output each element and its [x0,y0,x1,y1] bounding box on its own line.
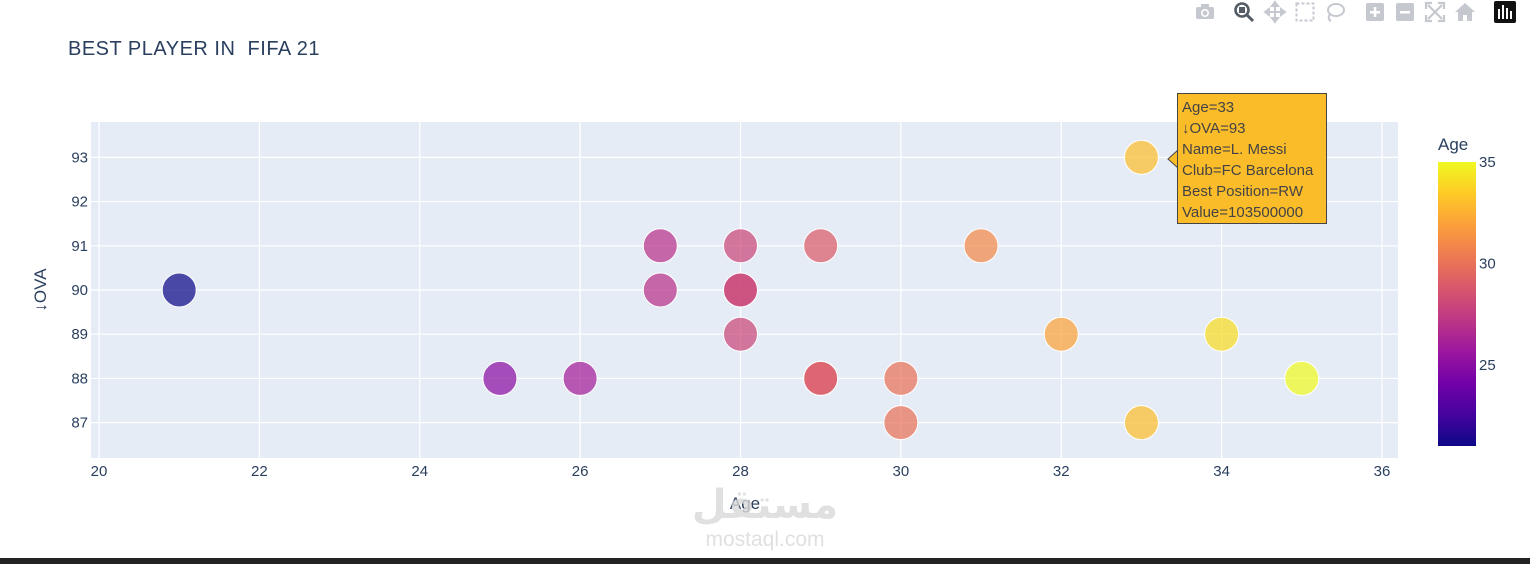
data-point[interactable] [963,228,999,264]
data-point[interactable] [883,405,919,441]
data-point[interactable] [1204,316,1240,352]
y-tick-label: 87 [71,415,88,432]
colorbar-tick-label: 30 [1479,255,1496,272]
data-point[interactable] [642,228,678,264]
data-point[interactable] [722,272,758,308]
zoom-in-icon[interactable] [1363,0,1387,24]
plotly-logo-icon[interactable] [1493,0,1517,24]
data-point[interactable] [161,272,197,308]
hover-line: Name=L. Messi [1182,141,1287,158]
y-tick-label: 88 [71,370,88,387]
colorbar-tick-label: 35 [1479,154,1496,171]
pan-icon[interactable] [1263,0,1287,24]
watermark-arabic: مستقل [691,482,839,528]
colorbar-title: Age [1438,135,1469,154]
data-point[interactable] [803,228,839,264]
hover-line: Age=33 [1182,99,1235,116]
zoom-icon[interactable] [1232,0,1256,24]
x-tick-label: 20 [91,463,108,480]
box-select-icon[interactable] [1293,0,1317,24]
data-points [161,139,1320,441]
y-axis-title: ↓OVA [31,268,50,312]
y-tick-label: 93 [71,149,88,166]
hover-line: Club=FC Barcelona [1182,162,1314,179]
data-point[interactable] [1123,139,1159,175]
bottom-border [0,558,1530,564]
data-point[interactable] [1123,405,1159,441]
x-tick-label: 36 [1374,463,1391,480]
home-icon[interactable] [1453,0,1477,24]
x-tick-label: 24 [411,463,428,480]
modebar [1188,0,1518,26]
chart-title: BEST PLAYER IN FIFA 21 [68,38,320,60]
data-point[interactable] [722,316,758,352]
data-point[interactable] [803,360,839,396]
x-axis-title: Age [730,494,760,513]
x-tick-label: 22 [251,463,268,480]
hover-line: ↓OVA=93 [1182,120,1246,137]
data-point[interactable] [1043,316,1079,352]
colorbar [1438,162,1476,446]
hover-tooltip: Age=33 ↓OVA=93 Name=L. Messi Club=FC Bar… [1177,93,1327,224]
data-point[interactable] [1284,360,1320,396]
x-tick-label: 32 [1053,463,1070,480]
zoom-out-icon[interactable] [1393,0,1417,24]
camera-icon[interactable] [1193,0,1217,24]
data-point[interactable] [642,272,678,308]
y-tick-label: 92 [71,194,88,211]
colorbar-tick-label: 25 [1479,357,1496,374]
y-tick-label: 91 [71,238,88,255]
x-tick-label: 26 [572,463,589,480]
watermark: مستقل mostaql.com [690,482,840,552]
y-tick-label: 89 [71,326,88,343]
hover-line: Value=103500000 [1182,204,1304,221]
y-tick-label: 90 [71,282,88,299]
x-tick-label: 30 [893,463,910,480]
watermark-latin: mostaql.com [705,528,825,551]
y-tick-labels: 87 88 89 90 91 92 93 [71,149,88,431]
x-tick-label: 34 [1213,463,1230,480]
colorbar-tick-labels: 25 30 35 [1479,154,1496,374]
lasso-icon[interactable] [1323,0,1347,24]
data-point[interactable] [482,360,518,396]
data-point[interactable] [722,228,758,264]
x-tick-label: 28 [732,463,749,480]
data-point[interactable] [562,360,598,396]
x-tick-labels: 20 22 24 26 28 30 32 34 36 [91,463,1391,480]
autoscale-icon[interactable] [1423,0,1447,24]
data-point[interactable] [883,360,919,396]
hover-line: Best Position=RW [1182,183,1304,200]
